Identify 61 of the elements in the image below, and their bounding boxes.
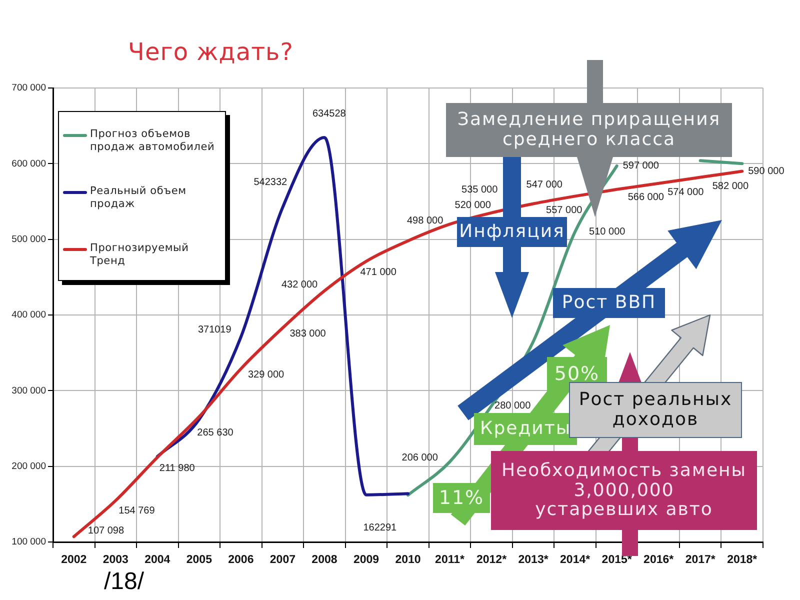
data-label: 471 000 — [360, 267, 397, 278]
annotation: Инфляция — [459, 221, 565, 242]
x-tick-label: 2002 — [61, 554, 87, 566]
data-label: 634528 — [312, 108, 346, 120]
data-label: 206 000 — [402, 452, 438, 464]
y-tick-label: 300 000 — [12, 385, 46, 396]
x-tick-label: 2003 — [102, 554, 128, 566]
annotation: Рост ВВП — [562, 292, 656, 314]
x-tick-label: 2006 — [228, 554, 254, 566]
annotation: Необходимость замены 3,000,000 устаревших авто — [501, 460, 747, 520]
annotation: 50% — [554, 362, 600, 385]
data-label: 542332 — [254, 177, 288, 188]
x-tick-label: 2012* — [476, 554, 508, 566]
data-label: 590 000 — [748, 166, 785, 177]
data-label: 280 000 — [494, 400, 532, 412]
x-tick-label: 2009 — [353, 554, 380, 566]
x-tick-label: 2004 — [144, 554, 171, 566]
data-label: 498 000 — [407, 216, 444, 227]
y-tick-label: 700 000 — [12, 82, 46, 94]
data-label: 211 980 — [159, 463, 196, 474]
x-tick-label: 2010 — [395, 554, 421, 566]
data-label: 520 000 — [454, 200, 492, 211]
data-label: 547 000 — [526, 180, 563, 191]
data-label: 557 000 — [546, 204, 583, 216]
legend-label: Прогноз объемов продаж автомобилей — [90, 128, 216, 154]
x-tick-label: 2005 — [186, 554, 213, 566]
data-label: 154 769 — [118, 505, 156, 516]
y-tick-label: 600 000 — [12, 158, 46, 170]
annotation: 11% — [438, 486, 484, 509]
y-tick-label: 100 000 — [12, 536, 46, 548]
chart-title: Чего ждать? — [128, 38, 294, 66]
y-tick-label: 400 000 — [12, 310, 46, 321]
data-label: 162291 — [363, 522, 398, 534]
x-tick-label: 2011* — [435, 554, 465, 566]
data-label: 432 000 — [281, 280, 318, 291]
annotation: Замедление приращения среднего класса — [457, 109, 721, 150]
text: /18/ — [104, 568, 144, 596]
x-tick-label: 2018* — [727, 554, 758, 566]
legend-label: Реальный объем продаж — [90, 185, 188, 212]
data-label: 265 630 — [197, 427, 234, 438]
y-tick-label: 500 000 — [12, 234, 46, 245]
annotation: Рост реальных доходов — [578, 389, 732, 430]
x-tick-label: 2008 — [312, 554, 338, 566]
data-label: 510 000 — [589, 226, 626, 238]
data-label: 371019 — [198, 324, 232, 336]
data-label: 582 000 — [712, 181, 749, 192]
data-label: 574 000 — [668, 187, 704, 198]
x-tick-label: 2007 — [270, 554, 296, 566]
data-label: 566 000 — [628, 192, 664, 204]
legend-label: Прогнозируемый Тренд — [90, 242, 190, 268]
data-label: 107 098 — [88, 525, 124, 536]
data-label: 329 000 — [248, 369, 285, 380]
x-tick-label: 2013* — [518, 554, 549, 566]
x-tick-label: 2016* — [644, 554, 674, 566]
data-label: 597 000 — [622, 160, 660, 172]
annotation: Кредиты — [480, 418, 572, 440]
y-tick-label: 200 000 — [12, 460, 46, 472]
x-tick-label: 2014* — [560, 554, 591, 566]
data-label: 535 000 — [462, 184, 498, 196]
x-tick-label: 2017* — [685, 554, 716, 566]
data-label: 383 000 — [290, 328, 326, 340]
